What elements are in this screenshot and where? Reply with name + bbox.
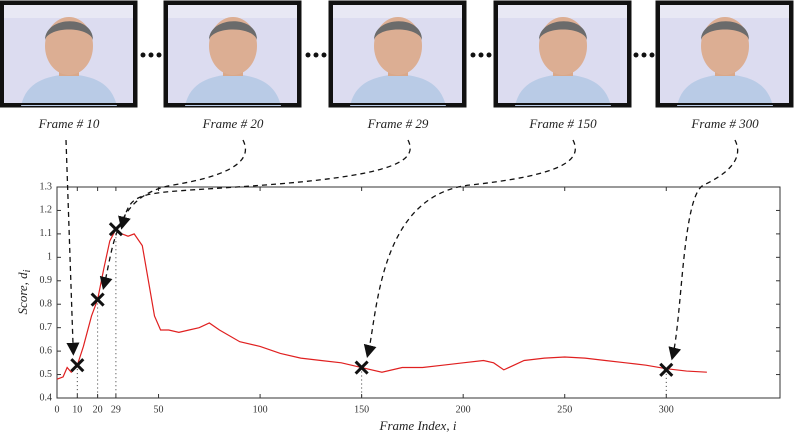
x-tick-label: 300 [659, 404, 674, 415]
frame-label: Frame # 29 [367, 116, 429, 131]
marker-x [70, 358, 85, 373]
x-tick-label: 150 [354, 404, 369, 415]
y-tick-label: 0.6 [40, 345, 53, 356]
frame-label: Frame # 10 [38, 116, 100, 131]
y-tick-label: 1.3 [40, 181, 53, 192]
x-tick-label: 10 [72, 404, 82, 415]
y-label-main: Score, d [15, 272, 30, 315]
pointer-arrow [99, 139, 247, 291]
marker-x [354, 360, 369, 375]
frame-label: Frame # 300 [690, 116, 759, 131]
x-tick-label: 200 [456, 404, 471, 415]
y-tick-label: 0.7 [40, 322, 53, 333]
pointer-arrow [65, 139, 80, 356]
y-axis-label: Score, di [15, 269, 33, 314]
y-label-subscript: i [22, 269, 33, 272]
pointer-arrow [118, 139, 411, 230]
y-tick-label: 1.1 [40, 228, 53, 239]
thumbnails [0, 0, 794, 108]
y-tick-label: 1 [47, 252, 52, 263]
x-tick-label: 50 [154, 404, 164, 415]
marker-x [90, 292, 105, 307]
pointer-arrow [363, 139, 576, 359]
y-tick-label: 0.9 [40, 275, 53, 286]
frame-label: Frame # 20 [202, 116, 264, 131]
y-tick-label: 0.4 [40, 392, 53, 403]
x-tick-label: 100 [253, 404, 268, 415]
x-axis-label: Frame Index, i [379, 418, 457, 433]
frame-label: Frame # 150 [528, 116, 597, 131]
x-tick-label: 20 [93, 404, 103, 415]
data-line [56, 228, 707, 380]
x-tick-label: 250 [557, 404, 572, 415]
x-tick-label: 29 [111, 404, 121, 415]
pointer-arrow [668, 139, 739, 361]
x-tick-label: 0 [55, 404, 60, 415]
y-tick-label: 1.2 [40, 205, 53, 216]
y-tick-label: 0.8 [40, 299, 53, 310]
marker-x [659, 362, 674, 377]
y-tick-label: 0.5 [40, 369, 53, 380]
plot-frame [56, 186, 781, 399]
